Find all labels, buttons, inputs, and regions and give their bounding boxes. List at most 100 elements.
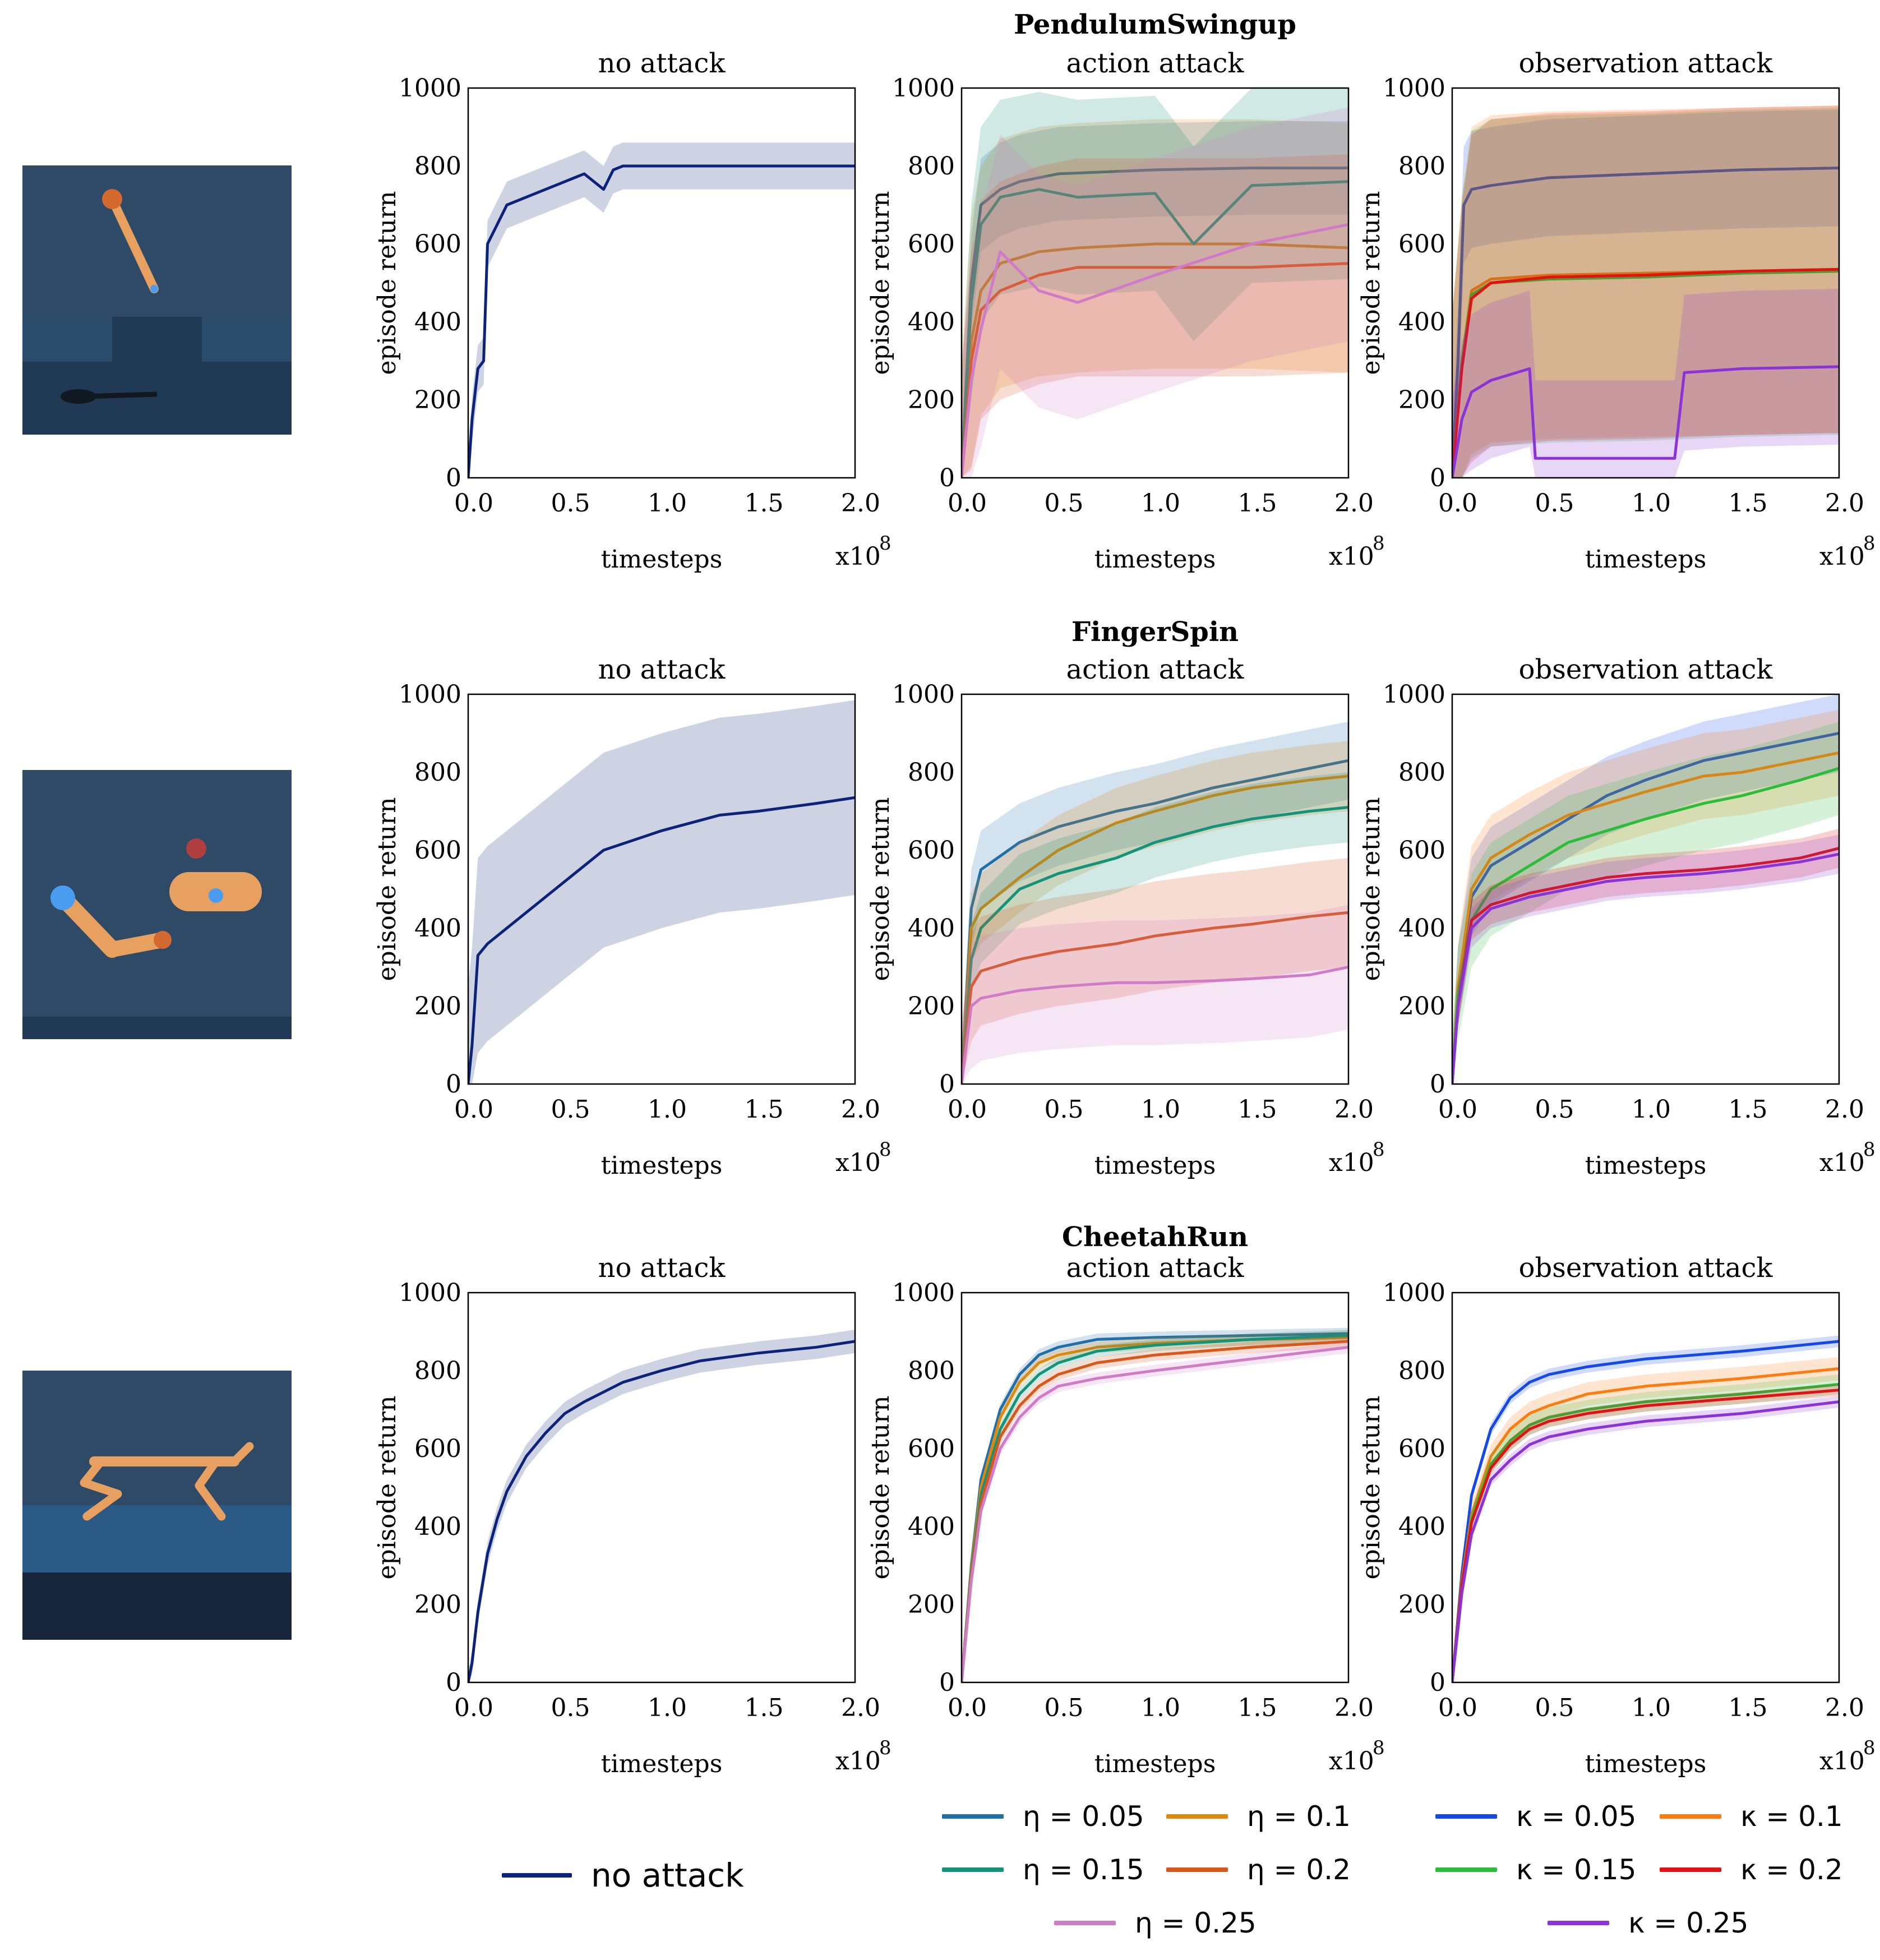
cheetah-front-leg <box>195 1457 226 1521</box>
y-tick-label: 400 <box>908 308 955 336</box>
subplot-CheetahRun-1: action attack 0 200 400 600 800 1000 0.0 0.5 1.0 1… <box>866 1252 1385 1778</box>
series-line <box>962 262 1348 478</box>
x-tick-label: 1.0 <box>1141 1694 1180 1722</box>
x-axis-label: timesteps <box>1585 545 1707 574</box>
confidence-band <box>962 857 1348 1084</box>
x-multiplier: x10 <box>1329 542 1374 571</box>
x-tick-label: 0.5 <box>1045 1694 1084 1722</box>
series-line <box>962 180 1348 478</box>
y-tick-label: 400 <box>1398 308 1445 336</box>
y-tick-label: 600 <box>414 836 461 865</box>
x-multiplier: x10 <box>1819 1149 1865 1177</box>
series-line <box>962 911 1348 1084</box>
series-line <box>1452 268 1839 478</box>
plot-frame <box>1451 87 1840 479</box>
legend-label: η = 0.25 <box>1135 1907 1257 1939</box>
y-tick-label: 200 <box>908 1590 955 1619</box>
x-tick-label: 2.0 <box>1825 1095 1864 1124</box>
legend-label: κ = 0.1 <box>1740 1800 1843 1833</box>
y-tick-label: 1000 <box>399 1279 461 1307</box>
finger-joint <box>50 886 75 910</box>
plot-frame <box>1451 693 1840 1085</box>
y-tick-label: 400 <box>908 914 955 943</box>
subplot-PendulumSwingup-2: observation attack 0 200 400 600 800 1000 0.0 0.… <box>1357 48 1876 574</box>
y-axis-label: episode return <box>1357 797 1385 981</box>
thumb-floor-tile <box>202 317 292 362</box>
series-line <box>468 1340 855 1682</box>
y-tick-label: 200 <box>1398 1590 1445 1619</box>
y-tick-label: 400 <box>1398 1512 1445 1541</box>
confidence-band <box>1452 105 1839 478</box>
legend-swatch <box>1660 1814 1721 1819</box>
series-line <box>962 806 1348 1084</box>
y-tick-label: 600 <box>908 836 955 865</box>
x-tick-label: 0.0 <box>454 1694 493 1722</box>
subplot-FingerSpin-0: no attack 0 200 400 600 800 1000 0.0 0.5 1.0 1.5 2.… <box>373 654 892 1180</box>
legend-label: η = 0.05 <box>1023 1800 1144 1833</box>
x-axis-label: timesteps <box>601 1151 723 1180</box>
confidence-band <box>1452 288 1839 478</box>
x-tick-label: 1.5 <box>1729 1095 1768 1124</box>
y-tick-label: 200 <box>414 386 461 414</box>
y-tick-label: 200 <box>908 992 955 1021</box>
y-tick-label: 200 <box>414 992 461 1021</box>
plot-frame <box>960 87 1350 479</box>
thumb-floor-tile <box>22 317 112 362</box>
legend-swatch <box>1435 1814 1497 1819</box>
y-tick-label: 1000 <box>892 1279 955 1307</box>
confidence-band <box>1452 709 1839 1084</box>
y-tick-label: 600 <box>414 1435 461 1463</box>
y-tick-label: 0 <box>1430 1668 1445 1697</box>
plot-area <box>468 1330 855 1682</box>
legend-swatch <box>1660 1867 1721 1872</box>
plot-area <box>962 1327 1348 1682</box>
x-multiplier-exponent: 8 <box>1863 532 1876 555</box>
spinner-hinge <box>209 888 223 903</box>
cheetah-head <box>230 1442 254 1466</box>
y-axis-label: episode return <box>866 797 895 981</box>
legend-entry: η = 0.15 <box>942 1853 1144 1886</box>
y-tick-label: 0 <box>939 464 955 492</box>
y-tick-label: 0 <box>446 464 461 492</box>
legend-entry: κ = 0.15 <box>1435 1853 1636 1886</box>
confidence-band <box>1452 109 1839 478</box>
y-tick-label: 800 <box>414 758 461 787</box>
y-tick-label: 1000 <box>892 680 955 709</box>
plot-frame <box>960 693 1350 1085</box>
x-tick-label: 0.0 <box>948 1694 987 1722</box>
x-multiplier: x10 <box>835 1149 881 1177</box>
x-axis-label: timesteps <box>1094 1151 1216 1180</box>
x-tick-label: 0.0 <box>454 489 493 518</box>
plot-area <box>1452 694 1839 1084</box>
x-tick-label: 2.0 <box>1334 1694 1374 1722</box>
y-tick-label: 800 <box>414 152 461 181</box>
pendulum-pivot <box>150 285 158 293</box>
series-line <box>962 759 1348 1084</box>
x-tick-label: 1.0 <box>1632 489 1671 518</box>
x-axis-label: timesteps <box>601 545 723 574</box>
x-axis-label: timesteps <box>1094 545 1216 574</box>
subplot-PendulumSwingup-1: action attack 0 200 400 600 800 1000 0.0 0.5 1.0 1… <box>866 48 1385 574</box>
pendulum-thumbnail <box>22 165 292 435</box>
confidence-band <box>468 1330 855 1682</box>
x-tick-label: 2.0 <box>1825 489 1864 518</box>
legend-swatch <box>1166 1814 1228 1819</box>
legend-label: κ = 0.2 <box>1740 1853 1843 1886</box>
y-tick-label: 800 <box>1398 758 1445 787</box>
series-line <box>1452 1340 1839 1682</box>
y-tick-label: 200 <box>1398 992 1445 1021</box>
subplot-CheetahRun-2: observation attack 0 200 400 600 800 1000 0.0 0.… <box>1357 1252 1876 1778</box>
plot-area <box>468 700 855 1084</box>
y-tick-label: 800 <box>1398 152 1445 181</box>
x-tick-label: 0.0 <box>1438 1694 1477 1722</box>
y-axis-label: episode return <box>866 191 895 375</box>
y-tick-label: 0 <box>1430 1070 1445 1099</box>
plot-frame <box>960 1292 1350 1684</box>
legend-swatch <box>1054 1921 1116 1925</box>
y-axis-label: episode return <box>373 797 401 981</box>
legend-entry: η = 0.25 <box>1054 1907 1257 1939</box>
plot-frame <box>467 693 856 1085</box>
y-tick-label: 600 <box>1398 1435 1445 1463</box>
pendulum-rod-shadow <box>84 391 158 399</box>
